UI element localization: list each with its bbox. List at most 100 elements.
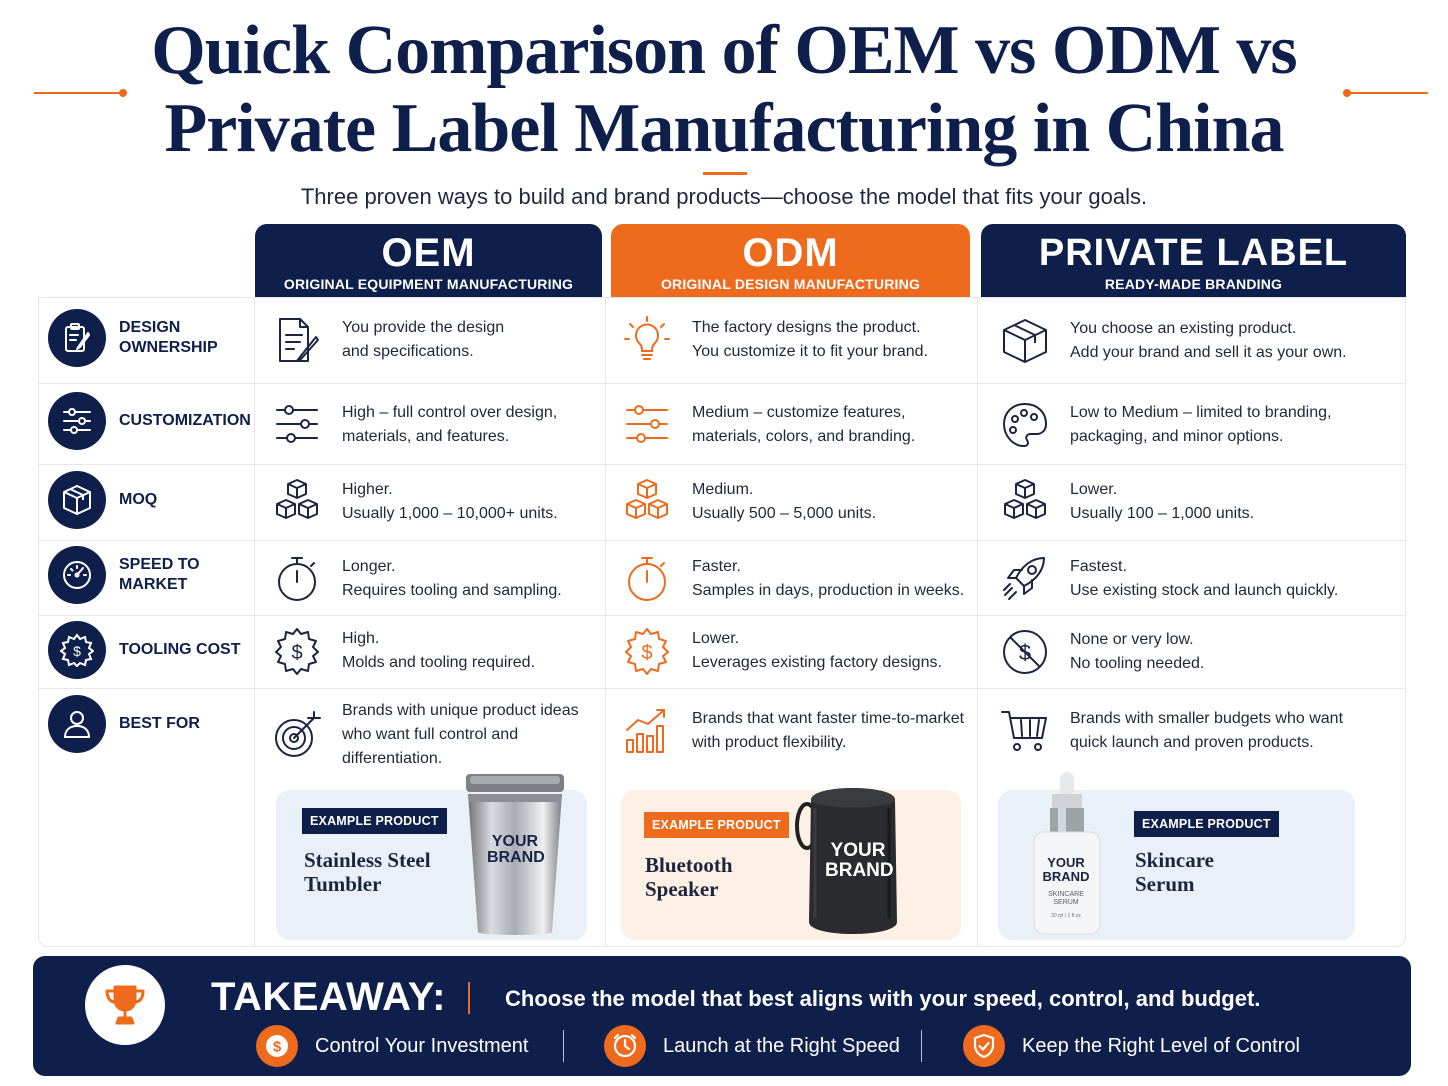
speaker-brand-text: YOUR BRAND	[825, 840, 894, 881]
svg-text:$: $	[273, 1039, 282, 1056]
title-underline	[703, 172, 747, 175]
cell-odm-speed: Faster. Samples in days, production in w…	[622, 554, 964, 604]
example-title: Skincare Serum	[1135, 848, 1214, 896]
cell-private-label-design: You choose an existing product. Add your…	[1000, 316, 1347, 366]
palette-icon	[1000, 400, 1050, 450]
takeaway-item-speed: Launch at the Right Speed	[604, 1025, 900, 1067]
boxes-icon	[1000, 477, 1050, 527]
row-name: TOOLING COST	[119, 641, 241, 658]
cell-odm-best-for: Brands that want faster time-to-market w…	[622, 706, 964, 756]
svg-text:$: $	[73, 643, 81, 659]
example-card-odm: EXAMPLE PRODUCT Bluetooth Speaker	[621, 790, 961, 940]
takeaway-separator	[468, 982, 470, 1014]
takeaway-message: Choose the model that best aligns with y…	[505, 986, 1261, 1011]
cell-text: Lower. Usually 100 – 1,000 units.	[1070, 481, 1255, 522]
serum-brand-text: YOUR BRAND	[1042, 855, 1090, 884]
cell-private-label-best-for: Brands with smaller budgets who want qui…	[1000, 706, 1343, 756]
column-name: OEM	[381, 231, 476, 275]
dollar-gear-icon: $	[622, 626, 672, 676]
title-decoration-left	[34, 92, 122, 94]
column-header-private-label: PRIVATE LABEL READY-MADE BRANDING	[981, 224, 1406, 298]
target-icon	[272, 710, 322, 760]
box-icon	[48, 471, 106, 529]
row-label-speed-to-market: SPEED TO MARKET	[48, 546, 249, 604]
cell-oem-moq: Higher. Usually 1,000 – 10,000+ units.	[272, 477, 558, 527]
row-name: DESIGN OWNERSHIP	[119, 319, 218, 356]
cell-text: High. Molds and tooling required.	[342, 630, 536, 671]
clock-icon	[604, 1025, 646, 1067]
cell-oem-customization: High – full control over design, materia…	[272, 400, 557, 450]
takeaway-item-investment: $ Control Your Investment	[256, 1025, 528, 1067]
svg-text:$: $	[641, 642, 652, 664]
column-subtitle: READY-MADE BRANDING	[1104, 276, 1283, 292]
document-pen-icon	[272, 315, 322, 365]
serum-label-text: SKINCARE SERUM	[1048, 891, 1084, 906]
cell-text: Brands with smaller budgets who want qui…	[1070, 710, 1344, 751]
cell-private-label-speed: Fastest. Use existing stock and launch q…	[1000, 554, 1338, 604]
cell-text: You provide the design and specification…	[342, 319, 505, 360]
cell-text: Brands with unique product ideas who wan…	[342, 702, 579, 767]
column-name: ODM	[742, 231, 839, 275]
shopping-cart-icon	[1000, 706, 1050, 756]
cell-oem-speed: Longer. Requires tooling and sampling.	[272, 554, 562, 604]
shield-check-icon	[963, 1025, 1005, 1067]
stopwatch-icon	[622, 554, 672, 604]
column-divider	[254, 297, 255, 947]
serum-volume-text: 30 ml / 1 fl.oz	[1051, 913, 1081, 919]
row-name: SPEED TO MARKET	[119, 556, 200, 593]
row-label-best-for: BEST FOR	[48, 695, 249, 753]
tumbler-brand-text: YOUR BRAND	[487, 833, 545, 866]
rocket-icon	[1000, 554, 1050, 604]
title-line-1: Quick Comparison of OEM vs ODM vs	[151, 12, 1297, 89]
column-divider	[605, 297, 606, 947]
cell-private-label-tooling: $ None or very low. No tooling needed.	[1000, 627, 1204, 677]
takeaway-item-text: Launch at the Right Speed	[663, 1034, 900, 1057]
row-divider	[38, 383, 1406, 384]
cell-text: Lower. Leverages existing factory design…	[692, 630, 942, 671]
column-name: PRIVATE LABEL	[1038, 232, 1349, 274]
cell-oem-best-for: Brands with unique product ideas who wan…	[272, 699, 579, 771]
cell-text: You choose an existing product. Add your…	[1070, 320, 1347, 361]
cell-text: Medium – customize features, materials, …	[692, 404, 916, 445]
example-title: Bluetooth Speaker	[645, 853, 733, 901]
stopwatch-icon	[272, 554, 322, 604]
cell-text: Faster. Samples in days, production in w…	[692, 558, 965, 599]
speedometer-icon	[48, 546, 106, 604]
column-header-oem: OEM ORIGINAL EQUIPMENT MANUFACTURING	[255, 224, 602, 298]
svg-text:$: $	[1019, 640, 1031, 665]
row-name: MOQ	[119, 491, 158, 508]
example-badge: EXAMPLE PRODUCT	[302, 808, 447, 834]
row-divider	[38, 540, 1406, 541]
column-divider	[977, 297, 978, 947]
cell-text: Fastest. Use existing stock and launch q…	[1070, 558, 1339, 599]
clipboard-pen-icon	[48, 309, 106, 367]
row-divider	[38, 688, 1406, 689]
row-divider	[38, 464, 1406, 465]
dollar-icon: $	[256, 1025, 298, 1067]
column-subtitle: ORIGINAL DESIGN MANUFACTURING	[660, 276, 921, 292]
takeaway-label: TAKEAWAY:	[211, 975, 446, 1019]
cell-private-label-moq: Lower. Usually 100 – 1,000 units.	[1000, 477, 1254, 527]
cell-text: None or very low. No tooling needed.	[1070, 631, 1205, 672]
growth-chart-icon	[622, 706, 672, 756]
cell-text: High – full control over design, materia…	[342, 404, 558, 445]
dollar-gear-icon: $	[272, 626, 322, 676]
cell-oem-design: You provide the design and specification…	[272, 315, 504, 365]
cell-odm-design: The factory designs the product. You cus…	[622, 315, 928, 365]
boxes-icon	[272, 477, 322, 527]
column-header-odm: ODM ORIGINAL DESIGN MANUFACTURING	[611, 224, 970, 298]
lightbulb-icon	[622, 315, 672, 365]
cell-oem-tooling: $ High. Molds and tooling required.	[272, 626, 535, 676]
user-icon	[48, 695, 106, 753]
cell-odm-customization: Medium – customize features, materials, …	[622, 400, 915, 450]
example-badge: EXAMPLE PRODUCT	[644, 812, 789, 838]
takeaway-divider	[921, 1030, 922, 1062]
title-decoration-right	[1348, 92, 1428, 94]
cell-text: Higher. Usually 1,000 – 10,000+ units.	[342, 481, 558, 522]
title-line-2: Private Label Manufacturing in China	[164, 90, 1284, 167]
row-divider	[38, 615, 1406, 616]
dollar-gear-icon: $	[48, 621, 106, 679]
cell-text: The factory designs the product. You cus…	[692, 319, 928, 360]
cell-text: Brands that want faster time-to-market w…	[692, 710, 965, 751]
sliders-icon	[48, 392, 106, 450]
